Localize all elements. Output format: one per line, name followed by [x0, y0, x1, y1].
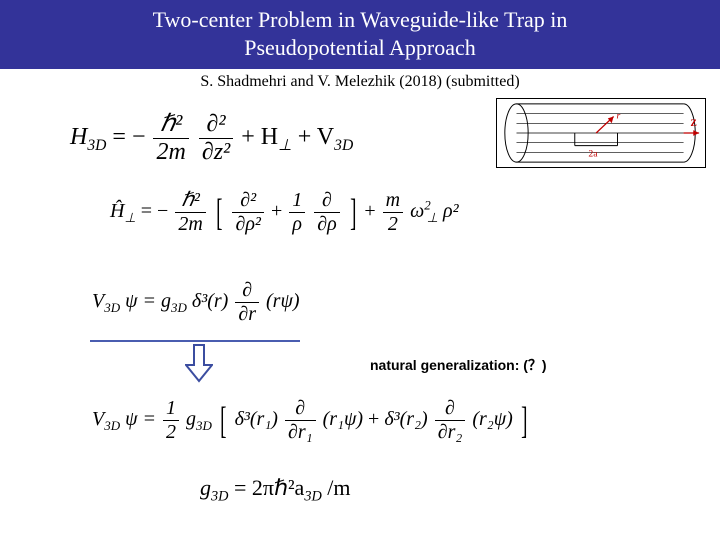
- equation-v3d-single: V3D ψ = g3D δ³(r) ∂∂r (rψ): [92, 280, 300, 325]
- title-line-1: Two-center Problem in Waveguide-like Tra…: [20, 6, 700, 34]
- diagram-z-label: Z: [690, 118, 696, 129]
- v3d2-t2t: (r₂ψ): [472, 408, 512, 430]
- v3d1-psi: ψ = g: [125, 290, 171, 312]
- waveguide-svg: r 2a Z: [497, 99, 705, 167]
- h3d-den1: 2m: [153, 139, 188, 165]
- hperp-omega-sub: ⊥: [427, 210, 438, 225]
- v3d2-plus: +: [368, 408, 384, 430]
- title-line-2: Pseudopotential Approach: [20, 34, 700, 62]
- v3d2-d1: δ³(r₁): [235, 408, 283, 430]
- hperp-m: m: [383, 190, 403, 213]
- hperp-rho: ρ: [289, 213, 305, 235]
- waveguide-diagram: r 2a Z: [496, 98, 706, 168]
- g3d-sub: 3D: [211, 488, 228, 504]
- h3d-v3d-sub: 3D: [334, 137, 353, 154]
- v3d1-lhs: V: [92, 290, 104, 312]
- h3d-eq-sign: = −: [112, 124, 145, 150]
- equation-hperp: Ĥ⊥ = − ℏ²2m [ ∂²∂ρ² + 1ρ ∂∂ρ ] + m2 ω2⊥ …: [110, 190, 459, 235]
- v3d2-hn: 1: [163, 398, 179, 421]
- v3d1-gsub: 3D: [171, 300, 187, 315]
- hperp-omega: ω: [410, 200, 424, 222]
- v3d2-gsub: 3D: [196, 418, 212, 433]
- v3d2-hd: 2: [163, 421, 179, 443]
- v3d2-psi: ψ =: [125, 408, 161, 430]
- h3d-dz-den: ∂z²: [199, 139, 233, 165]
- hperp-2: 2: [383, 213, 403, 235]
- h3d-hperp-sub: ⊥: [278, 137, 292, 154]
- g3d-lhs: g: [200, 475, 211, 500]
- hperp-sub: ⊥: [124, 210, 135, 225]
- v3d2-t1t: (r₁ψ): [323, 408, 363, 430]
- h3d-num1: ℏ²: [153, 112, 188, 139]
- g3d-asub: 3D: [304, 488, 321, 504]
- hperp-rho2: ρ²: [443, 200, 459, 222]
- hperp-d2: ∂ρ²: [232, 213, 263, 235]
- g3d-over-m: /m: [327, 475, 350, 500]
- hperp-eq: = −: [141, 200, 169, 222]
- hperp-d3: ∂ρ: [314, 213, 339, 235]
- v3d2-t2d: ∂r₂: [435, 421, 466, 443]
- equation-h3d: H3D = − ℏ²2m ∂²∂z² + H⊥ + V3D: [70, 112, 353, 165]
- hperp-n3: ∂: [314, 190, 339, 213]
- v3d1-sub: 3D: [104, 300, 120, 315]
- h3d-dz-num: ∂²: [199, 112, 233, 139]
- v3d2-d2: δ³(r₂): [384, 408, 432, 430]
- v3d2-t1d: ∂r₁: [285, 421, 316, 443]
- title-band: Two-center Problem in Waveguide-like Tra…: [0, 0, 720, 69]
- v3d2-t1n: ∂: [285, 398, 316, 421]
- hperp-1: 1: [289, 190, 305, 213]
- generalization-label: natural generalization: (？): [370, 355, 547, 375]
- citation: S. Shadmehri and V. Melezhik (2018) (sub…: [0, 73, 720, 91]
- v3d1-delta: δ³(r): [192, 290, 233, 312]
- g3d-rhs: = 2πℏ²a: [234, 475, 304, 500]
- h3d-plus1: + H: [241, 124, 278, 150]
- h3d-lhs: H: [70, 124, 87, 150]
- v3d1-dn: ∂: [235, 280, 259, 303]
- diagram-r-label: r: [617, 110, 621, 121]
- arrow-down-icon: [185, 343, 213, 383]
- hperp-plus2: +: [364, 200, 380, 222]
- slide-root: Two-center Problem in Waveguide-like Tra…: [0, 0, 720, 540]
- hperp-n1: ℏ²: [175, 190, 205, 213]
- diagram-2a-label: 2a: [588, 148, 598, 159]
- equation-v3d-two-center: V3D ψ = 12 g3D [ δ³(r₁) ∂∂r₁ (r₁ψ) + δ³(…: [92, 398, 530, 443]
- divider-line: [90, 340, 300, 342]
- hperp-d1: 2m: [175, 213, 205, 235]
- v3d1-tail: (rψ): [266, 290, 300, 312]
- v3d2-g: g: [186, 408, 196, 430]
- h3d-lhs-sub: 3D: [87, 137, 106, 154]
- hperp-plus1: +: [271, 200, 287, 222]
- v3d2-lhs: V: [92, 408, 104, 430]
- v3d1-dd: ∂r: [235, 303, 259, 325]
- hperp-lhs: Ĥ: [110, 200, 124, 222]
- equation-g3d: g3D = 2πℏ²a3D /m: [200, 475, 351, 505]
- v3d2-sub: 3D: [104, 418, 120, 433]
- h3d-plus2: + V: [298, 124, 334, 150]
- v3d2-t2n: ∂: [435, 398, 466, 421]
- hperp-n2: ∂²: [232, 190, 263, 213]
